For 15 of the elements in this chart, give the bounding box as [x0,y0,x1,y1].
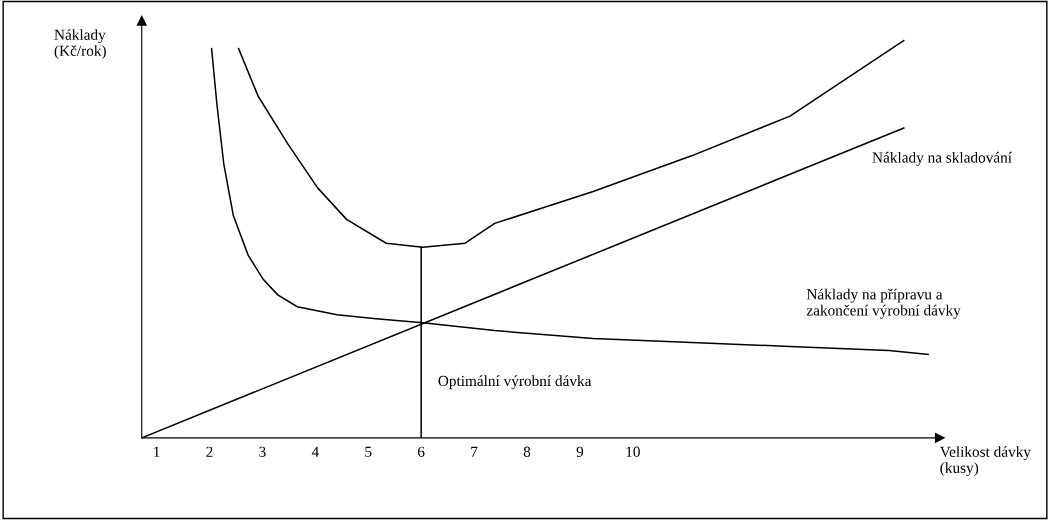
x-tick-label: 3 [259,446,266,457]
x-tick-label: 5 [365,446,372,457]
x-tick-label: 7 [471,446,478,457]
x-tick-label: 2 [206,446,213,457]
annotation: Optimální výrobní dávka [438,375,592,390]
y-axis-title: Náklady (Kč/rok) [54,29,106,60]
series-label: Náklady na přípravu a zakončení výrobní dávky [806,288,961,319]
x-tick-label: 4 [311,446,319,457]
x-tick-label: 1 [154,446,160,457]
x-tick-label: 8 [523,446,531,457]
x-axis-title: Velikost dávky (kusy) [939,446,1031,477]
x-tick-label: 10 [626,446,640,457]
x-tick-label: 9 [576,446,584,457]
series-label: Náklady na skladování [872,151,1012,166]
x-tick-label: 6 [417,446,425,457]
